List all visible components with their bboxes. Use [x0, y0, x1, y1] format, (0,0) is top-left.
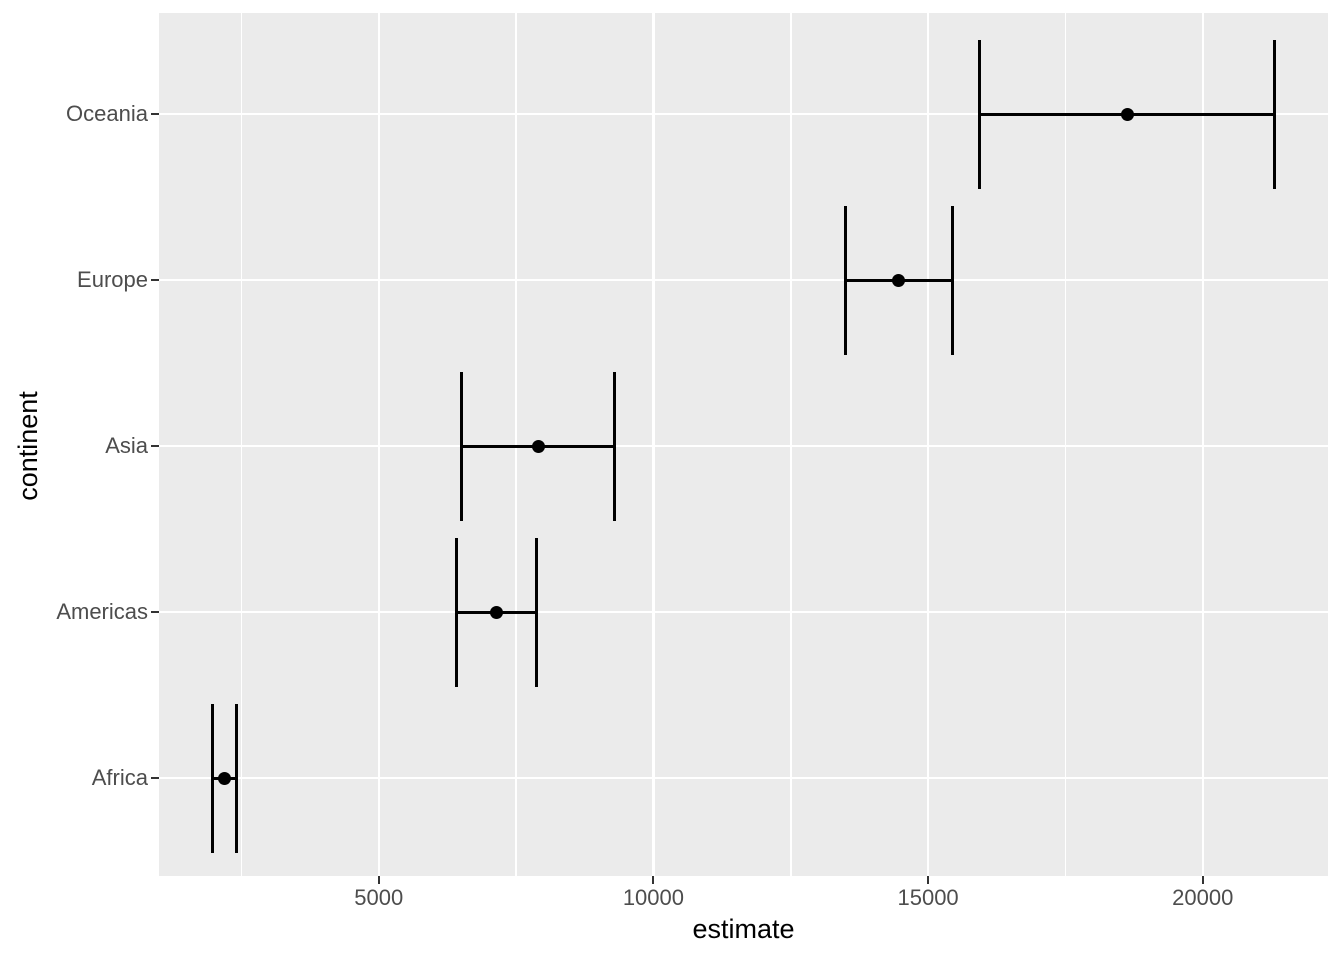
point-marker-americas [489, 605, 503, 619]
errorbar-cap-low-oceania [978, 39, 982, 189]
errorbar-cap-high-asia [612, 371, 616, 521]
x-tick-label: 15000 [897, 885, 959, 910]
x-tick-label: 5000 [354, 885, 404, 910]
errorbar-cap-low-americas [454, 537, 458, 687]
y-axis-tick [151, 113, 159, 115]
errorbar-cap-high-africa [235, 703, 239, 853]
x-axis-tick [652, 876, 655, 884]
y-tick-label-europe: Europe [77, 267, 148, 292]
point-marker-oceania [1120, 107, 1134, 121]
gridline-x-minor [1064, 13, 1067, 876]
y-axis-tick [151, 611, 159, 613]
gridline-x-minor [789, 13, 792, 876]
gridline-y-major [159, 610, 1328, 614]
gridline-x-minor [240, 13, 243, 876]
gridline-y-major [159, 776, 1328, 780]
y-axis-tick [151, 279, 159, 281]
x-tick-label: 10000 [622, 885, 684, 910]
x-axis-title: estimate [692, 914, 795, 944]
x-axis-tick [927, 876, 930, 884]
y-tick-label-oceania: Oceania [66, 101, 148, 126]
y-tick-label-americas: Americas [56, 599, 148, 624]
gridline-y-major [159, 112, 1328, 116]
y-tick-label-africa: Africa [91, 765, 148, 790]
gridline-x-major [926, 13, 930, 876]
gridline-y-major [159, 444, 1328, 448]
x-axis-tick [1201, 876, 1204, 884]
x-tick-label: 20000 [1172, 885, 1234, 910]
point-marker-asia [531, 439, 545, 453]
errorbar-cap-high-oceania [1273, 39, 1277, 189]
errorbar-cap-high-europe [950, 205, 954, 355]
plot-panel [159, 13, 1328, 876]
errorbar-cap-low-asia [460, 371, 464, 521]
y-axis-tick [151, 445, 159, 447]
gridline-x-major [377, 13, 380, 876]
gridline-y-major [159, 278, 1328, 282]
point-marker-europe [892, 273, 906, 287]
gridline-x-major [652, 13, 655, 876]
y-tick-label-asia: Asia [105, 433, 148, 458]
errorbar-cap-high-americas [534, 537, 538, 687]
errorbar-cap-low-africa [210, 703, 214, 853]
errorbar-cap-low-europe [844, 205, 848, 355]
y-axis-title: continent [13, 391, 43, 501]
y-axis-tick [151, 777, 159, 779]
x-axis-tick [377, 876, 380, 884]
gridline-x-major [1201, 13, 1204, 876]
point-marker-africa [218, 771, 232, 785]
